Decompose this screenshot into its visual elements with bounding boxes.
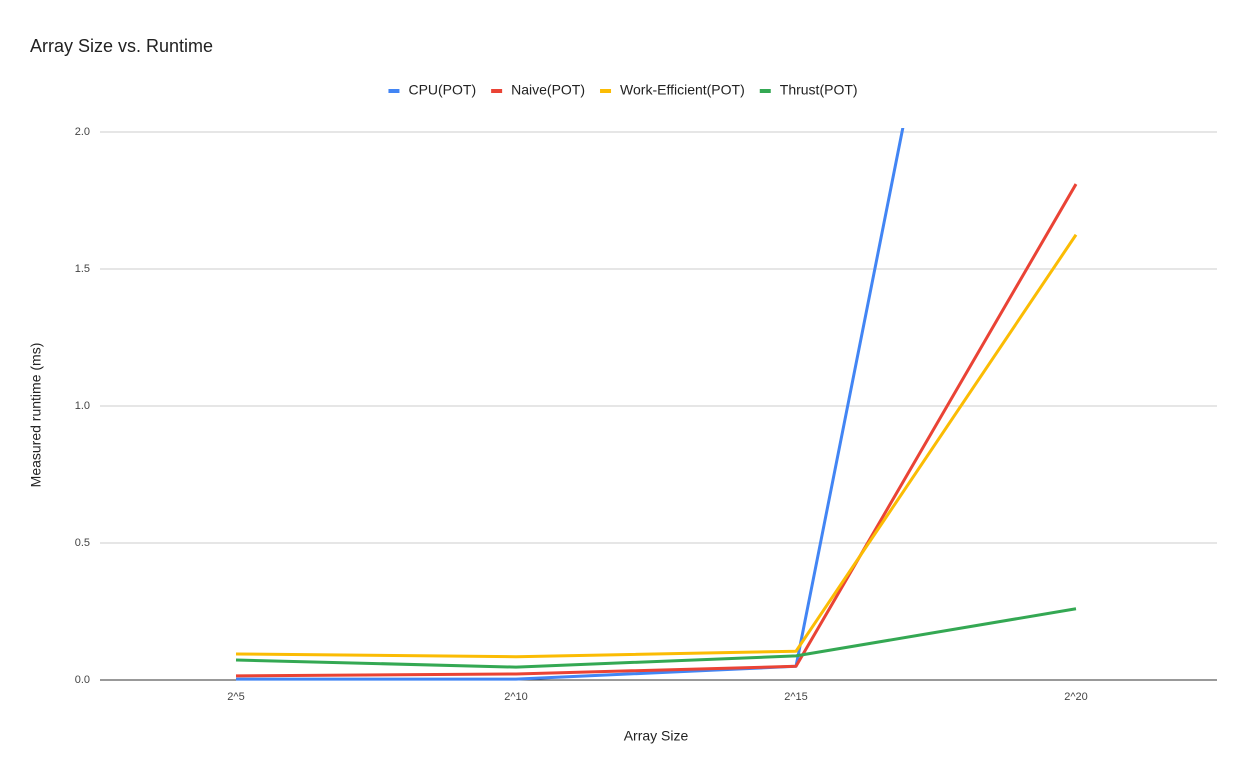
y-tick-label: 1.0 bbox=[75, 400, 90, 412]
legend-label: Thrust(POT) bbox=[780, 82, 858, 98]
legend-item: Thrust(POT) bbox=[759, 82, 858, 98]
legend-item: CPU(POT) bbox=[388, 82, 476, 98]
chart-title: Array Size vs. Runtime bbox=[30, 36, 213, 56]
series-line bbox=[235, 233, 1078, 659]
legend-item: Naive(POT) bbox=[491, 82, 585, 98]
y-tick-label: 1.5 bbox=[75, 263, 90, 275]
legend-label: Naive(POT) bbox=[511, 82, 585, 98]
y-tick-label: 0.5 bbox=[75, 537, 90, 549]
y-axis-title: Measured runtime (ms) bbox=[28, 343, 44, 488]
x-tick-label: 2^15 bbox=[784, 691, 808, 703]
x-tick-label: 2^10 bbox=[504, 691, 528, 703]
x-tick-label: 2^5 bbox=[227, 691, 244, 703]
series-line bbox=[235, 607, 1077, 669]
series-line bbox=[236, 128, 905, 681]
series-line bbox=[235, 183, 1078, 678]
legend-item: Work-Efficient(POT) bbox=[600, 82, 745, 98]
y-tick-label: 0.0 bbox=[75, 674, 90, 686]
legend-label: CPU(POT) bbox=[408, 82, 476, 98]
x-axis-title: Array Size bbox=[624, 728, 689, 744]
x-tick-label: 2^20 bbox=[1064, 691, 1088, 703]
y-tick-label: 2.0 bbox=[75, 126, 90, 138]
legend-label: Work-Efficient(POT) bbox=[620, 82, 745, 98]
